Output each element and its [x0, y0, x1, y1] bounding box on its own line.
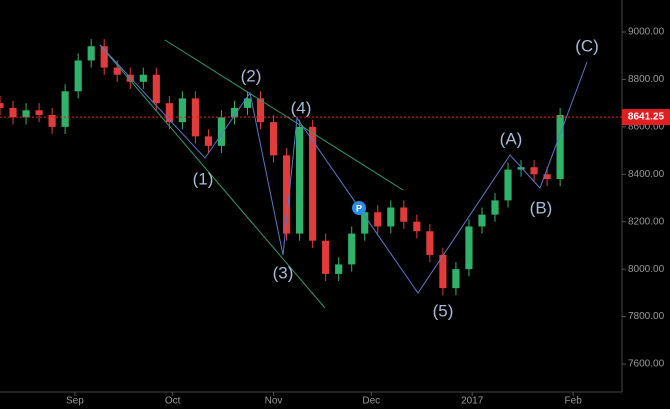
candle-body — [452, 269, 460, 289]
candle-body — [374, 212, 382, 227]
last-price-box — [622, 109, 670, 126]
candle-body — [139, 74, 147, 82]
candle-body — [113, 67, 121, 75]
last-price-label: 8641.25 — [628, 112, 665, 123]
x-tick-label: Sep — [66, 396, 84, 407]
candle-body — [165, 103, 173, 123]
wave-label: (C) — [575, 36, 599, 55]
wave-label: (3) — [273, 263, 294, 282]
candle-body — [504, 169, 512, 201]
marker-icon[interactable] — [352, 201, 366, 215]
candle-body — [100, 46, 108, 68]
trend-line — [99, 44, 326, 309]
candle-body — [22, 110, 30, 118]
x-tick-label: Oct — [165, 396, 181, 407]
candle-body — [296, 126, 304, 234]
candle-body — [530, 167, 538, 175]
wave-label: (4) — [291, 98, 312, 117]
y-tick-label: 8800.00 — [628, 74, 665, 85]
y-tick-label: 8200.00 — [628, 216, 665, 227]
wave-label: (2) — [241, 66, 262, 85]
candle-body — [413, 221, 421, 232]
candle-body — [9, 107, 17, 118]
candle-body — [152, 74, 160, 104]
candle-body — [48, 115, 56, 127]
y-tick-label: 8400.00 — [628, 169, 665, 180]
candle-body — [361, 212, 369, 234]
candle-body — [335, 264, 343, 274]
candle-body — [543, 174, 551, 180]
candle-body — [478, 214, 486, 227]
candle-body — [0, 103, 4, 108]
candle-body — [556, 115, 564, 180]
plot: 7600.00 7800.00 8000.00 8200.00 8400.00 8600.… — [0, 27, 665, 407]
candle-body — [74, 60, 82, 92]
y-tick-label: 7600.00 — [628, 359, 665, 370]
marker-label[interactable]: P — [356, 203, 362, 213]
wave-path — [99, 44, 588, 294]
candle-body — [269, 122, 278, 156]
candle-body — [348, 233, 356, 265]
candle-body — [309, 126, 317, 241]
candle-body — [230, 107, 239, 118]
x-tick-label: Feb — [565, 396, 583, 407]
y-tick-label: 8600.00 — [628, 122, 665, 133]
candle-body — [243, 98, 252, 108]
wave-label: (1) — [193, 169, 214, 188]
trend-line — [164, 39, 404, 191]
x-tick-label: Nov — [265, 396, 283, 407]
candle-body — [400, 207, 408, 222]
candle-body — [35, 110, 43, 116]
candle-body — [217, 117, 226, 146]
y-tick-label: 7800.00 — [628, 311, 665, 322]
candle-body — [491, 200, 499, 215]
y-tick-label: 9000.00 — [628, 27, 665, 38]
candle-body — [465, 226, 473, 270]
candle-body — [387, 207, 395, 227]
candle-body — [517, 167, 525, 170]
wave-label: (5) — [433, 301, 454, 320]
candle-body — [426, 231, 434, 255]
x-tick-label: 2017 — [461, 396, 484, 407]
candle-body — [178, 98, 186, 123]
wave-lines — [99, 39, 588, 309]
candle-body — [256, 98, 265, 123]
wave-label: (B) — [530, 198, 553, 217]
candle-body — [61, 91, 69, 127]
candle-body — [282, 155, 291, 234]
y-tick-label: 8000.00 — [628, 264, 665, 275]
wave-label: (A) — [500, 129, 523, 148]
x-tick-label: Dec — [362, 396, 380, 407]
candle-body — [204, 136, 213, 146]
candle-body — [87, 46, 95, 61]
candle-body — [322, 240, 330, 274]
candle-body — [191, 98, 199, 137]
candle-body — [439, 254, 447, 289]
